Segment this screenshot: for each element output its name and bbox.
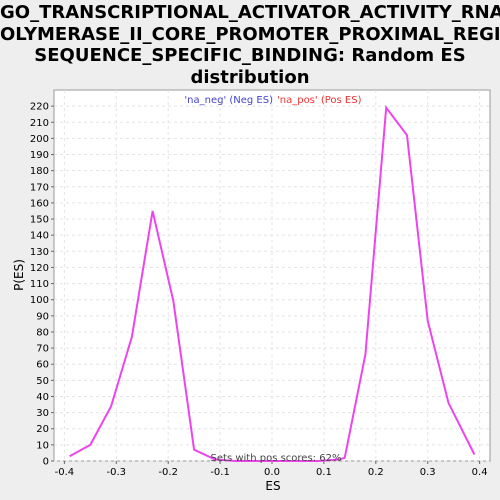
y-tick-label: 120 xyxy=(30,263,49,274)
y-tick-label: 20 xyxy=(36,424,49,435)
y-tick-label: 80 xyxy=(36,327,49,338)
y-tick-label: 10 xyxy=(36,440,49,451)
chart-title-line-4: distribution xyxy=(190,66,310,88)
x-tick-label: 0.1 xyxy=(316,467,332,478)
y-axis: 0 10 20 30 40 50 60 70 80 90 100 110 120 130 140 150 160… xyxy=(30,102,54,468)
y-tick-label: 220 xyxy=(30,102,49,113)
y-tick-label: 60 xyxy=(36,360,49,371)
x-tick-label: 0.3 xyxy=(420,467,436,478)
x-axis-label: ES xyxy=(265,479,280,493)
legend-neg-label: 'na_neg' (Neg ES) xyxy=(184,95,273,106)
chart-title: GO_TRANSCRIPTIONAL_ACTIVATOR_ACTIVITY_RN… xyxy=(0,2,500,88)
y-tick-label: 170 xyxy=(30,182,49,193)
y-tick-label: 30 xyxy=(36,408,49,419)
y-tick-label: 160 xyxy=(30,198,49,209)
y-tick-label: 100 xyxy=(30,295,49,306)
x-tick-label: -0.3 xyxy=(107,467,127,478)
y-axis-label: P(ES) xyxy=(12,259,26,291)
y-tick-label: 210 xyxy=(30,118,49,129)
y-tick-label: 200 xyxy=(30,134,49,145)
x-tick-label: 0.2 xyxy=(368,467,384,478)
y-tick-label: 90 xyxy=(36,311,49,322)
es-distribution-line xyxy=(69,105,476,462)
y-tick-label: 190 xyxy=(30,150,49,161)
x-tick-label: 0.0 xyxy=(264,467,280,478)
x-tick-label: -0.4 xyxy=(55,467,75,478)
y-tick-label: 110 xyxy=(30,279,49,290)
chart-title-line-3: SEQUENCE_SPECIFIC_BINDING: Random ES xyxy=(34,45,466,66)
pos-scores-annotation: Sets with pos scores: 62% xyxy=(211,453,342,464)
y-tick-label: 180 xyxy=(30,166,49,177)
grid-lines xyxy=(54,90,490,462)
chart-title-line-1: GO_TRANSCRIPTIONAL_ACTIVATOR_ACTIVITY_RN… xyxy=(0,2,500,23)
y-tick-label: 0 xyxy=(43,457,49,468)
x-tick-label: -0.2 xyxy=(158,467,178,478)
y-tick-label: 70 xyxy=(36,344,49,355)
legend-pos-label: 'na_pos' (Pos ES) xyxy=(277,95,362,106)
y-tick-label: 50 xyxy=(36,376,49,387)
x-axis: -0.4 -0.3 -0.2 -0.1 0.0 0.1 0.2 0.3 0.4 xyxy=(55,461,488,478)
x-tick-label: 0.4 xyxy=(472,467,488,478)
y-tick-label: 130 xyxy=(30,247,49,258)
y-tick-label: 140 xyxy=(30,231,49,242)
chart-title-line-2: OLYMERASE_II_CORE_PROMOTER_PROXIMAL_REGI… xyxy=(0,23,500,45)
x-tick-label: -0.1 xyxy=(210,467,230,478)
y-tick-label: 150 xyxy=(30,215,49,226)
y-tick-label: 40 xyxy=(36,392,49,403)
